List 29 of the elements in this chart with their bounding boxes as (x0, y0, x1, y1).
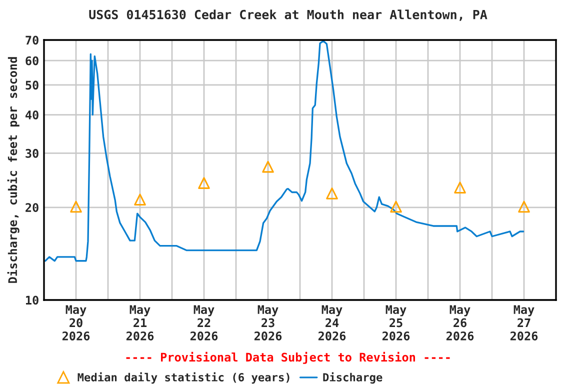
y-axis-title: Discharge, cubic feet per second (7, 57, 20, 283)
y-tick-label: 40 (26, 110, 38, 120)
y-tick-label: 50 (26, 80, 38, 90)
chart-title: USGS 01451630 Cedar Creek at Mouth near Allentown, PA (89, 10, 488, 21)
point (198, 177, 210, 189)
x-tick-label: May 27 2026 (510, 305, 538, 340)
x-tick-label: May 21 2026 (126, 305, 154, 340)
point (518, 200, 530, 213)
legend-label: Median daily statistic (6 years) (78, 372, 290, 384)
legend-label: Discharge (323, 372, 382, 384)
y-tick-label: 70 (26, 36, 38, 45)
point (390, 200, 402, 213)
x-tick-label: May 24 2026 (318, 305, 346, 340)
y-tick-label: 30 (26, 148, 38, 158)
y-tick-label: 20 (26, 203, 38, 212)
x-tick-label: May 25 2026 (382, 305, 410, 340)
line-series (44, 40, 524, 262)
point (454, 182, 466, 194)
point (134, 194, 146, 206)
x-tick-label: May 23 2026 (254, 305, 282, 340)
x-tick-label: May 22 2026 (190, 305, 218, 340)
x-tick-label: May 26 2026 (446, 305, 474, 340)
y-tick-label: 60 (26, 56, 38, 66)
point (70, 200, 82, 213)
y-tick-label: 10 (26, 296, 38, 305)
point (262, 160, 274, 173)
point (326, 188, 338, 200)
text: ---- Provisional Data Subject to Revision ---- (126, 352, 450, 364)
x-tick-label: May 20 2026 (62, 305, 90, 340)
